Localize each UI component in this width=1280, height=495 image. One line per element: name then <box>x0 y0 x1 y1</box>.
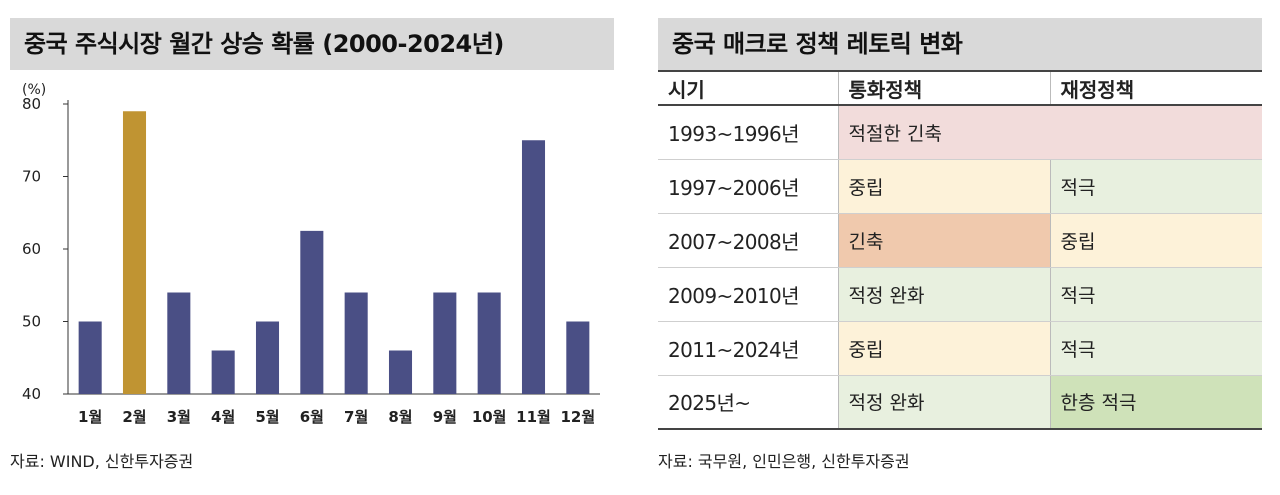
bar-5 <box>255 321 280 394</box>
cell-monetary: 적정 완화 <box>837 375 1050 430</box>
y-tick-label: 40 <box>22 385 41 403</box>
x-tick-label: 1월 <box>78 408 102 426</box>
table-row: 2025년~ 적정 완화 한층 적극 <box>658 375 1262 430</box>
header-period: 시기 <box>658 70 838 106</box>
y-tick-label: 80 <box>22 95 41 113</box>
cell-monetary: 적정 완화 <box>837 267 1050 322</box>
cell-monetary: 중립 <box>837 321 1050 376</box>
table-row: 2011~2024년 중립 적극 <box>658 321 1262 376</box>
y-axis-unit-label: (%) <box>22 82 46 98</box>
y-tick-label: 50 <box>22 313 41 331</box>
bar-6 <box>300 230 324 394</box>
x-tick-label: 8월 <box>388 408 412 426</box>
y-tick-label: 60 <box>22 240 41 258</box>
bar-11 <box>521 140 546 394</box>
table-row: 2009~2010년 적정 완화 적극 <box>658 267 1262 322</box>
bar-7 <box>344 292 368 394</box>
cell-fiscal: 적극 <box>1049 159 1262 214</box>
header-monetary: 통화정책 <box>837 70 1050 106</box>
policy-table: 시기 통화정책 재정정책 1993~1996년 적절한 긴축 1997~2006년 중… <box>658 70 1262 430</box>
x-tick-label: 5월 <box>255 408 279 426</box>
table-row: 1997~2006년 중립 적극 <box>658 159 1262 214</box>
cell-monetary: 긴축 <box>837 213 1050 268</box>
bar-2 <box>122 111 147 394</box>
table-body: 1993~1996년 적절한 긴축 1997~2006년 중립 적극 2007~2008년… <box>658 105 1262 430</box>
bar-1 <box>78 321 102 394</box>
x-tick-label: 6월 <box>300 408 324 426</box>
header-fiscal: 재정정책 <box>1049 70 1262 106</box>
x-tick-label: 7월 <box>344 408 368 426</box>
bar-10 <box>477 292 501 394</box>
chart-panel: 중국 주식시장 월간 상승 확률 (2000-2024년) (%) 40 50 60 7… <box>10 18 614 488</box>
x-tick-label: 11월 <box>516 408 551 426</box>
cell-monetary: 적절한 긴축 <box>837 105 1262 160</box>
x-tick-label: 12월 <box>560 408 595 426</box>
cell-period: 2011~2024년 <box>658 321 838 376</box>
table-source: 자료: 국무원, 인민은행, 신한투자증권 <box>658 452 910 471</box>
bar-3 <box>167 292 191 394</box>
bar-8 <box>388 350 413 394</box>
cell-period: 2007~2008년 <box>658 213 838 268</box>
cell-fiscal: 적극 <box>1049 267 1262 322</box>
bar-12 <box>566 321 590 394</box>
x-tick-label: 10월 <box>472 408 507 426</box>
y-tick-label: 70 <box>22 168 41 186</box>
policy-panel: 중국 매크로 정책 레토릭 변화 시기 통화정책 재정정책 1993~1996년… <box>658 18 1262 488</box>
cell-period: 2009~2010년 <box>658 267 838 322</box>
x-tick-label: 4월 <box>211 408 235 426</box>
table-title: 중국 매크로 정책 레토릭 변화 <box>658 18 1262 70</box>
bar-9 <box>433 292 457 394</box>
x-tick-label: 3월 <box>167 408 191 426</box>
cell-monetary: 중립 <box>837 159 1050 214</box>
bar-chart: (%) 40 50 60 70 80 1월 2월 3월 4월 5월 6월 7월 8월 9월 10월 11월 12월 <box>22 82 600 426</box>
x-tick-label: 2월 <box>122 408 146 426</box>
chart-source: 자료: WIND, 신한투자증권 <box>10 452 194 471</box>
cell-fiscal: 중립 <box>1049 213 1262 268</box>
cell-period: 1997~2006년 <box>658 159 838 214</box>
cell-fiscal: 한층 적극 <box>1049 375 1262 430</box>
x-tick-label: 9월 <box>433 408 457 426</box>
table-header-row: 시기 통화정책 재정정책 <box>658 70 1262 106</box>
table-row: 2007~2008년 긴축 중립 <box>658 213 1262 268</box>
table-row: 1993~1996년 적절한 긴축 <box>658 105 1262 160</box>
cell-period: 2025년~ <box>658 375 838 430</box>
chart-title: 중국 주식시장 월간 상승 확률 (2000-2024년) <box>10 18 614 70</box>
cell-period: 1993~1996년 <box>658 105 838 160</box>
bar-4 <box>211 350 235 394</box>
cell-fiscal: 적극 <box>1049 321 1262 376</box>
